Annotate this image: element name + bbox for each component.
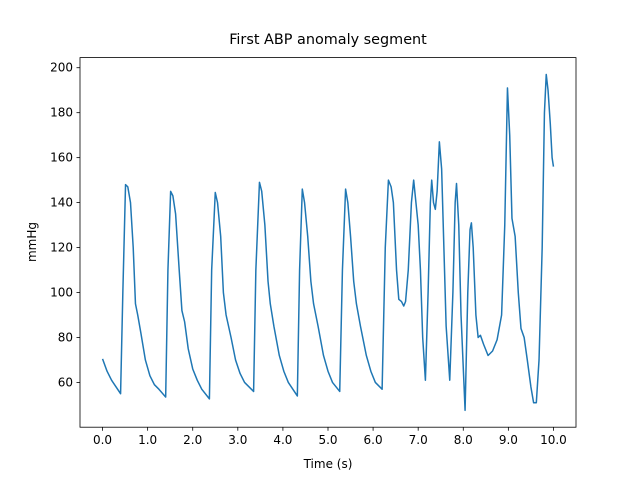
x-tick-label: 4.0 <box>273 433 292 447</box>
x-tick-label: 6.0 <box>364 433 383 447</box>
x-tick-label: 1.0 <box>138 433 157 447</box>
x-tick-label: 8.0 <box>454 433 473 447</box>
y-tick-label: 180 <box>50 106 73 120</box>
x-tick-label: 7.0 <box>409 433 428 447</box>
chart-title: First ABP anomaly segment <box>229 32 427 48</box>
y-tick-label: 160 <box>50 151 73 165</box>
y-tick-label: 120 <box>50 241 73 255</box>
x-tick-label: 3.0 <box>228 433 247 447</box>
x-tick-label: 0.0 <box>93 433 112 447</box>
x-tick-label: 5.0 <box>318 433 337 447</box>
y-tick-label: 100 <box>50 286 73 300</box>
x-tick-label: 2.0 <box>183 433 202 447</box>
y-axis-label: mmHg <box>25 222 39 262</box>
y-tick-label: 60 <box>58 375 73 389</box>
axes-frame <box>79 57 577 428</box>
y-tick-label: 140 <box>50 196 73 210</box>
x-tick-label: 9.0 <box>499 433 518 447</box>
x-axis-label: Time (s) <box>303 457 353 471</box>
y-tick-label: 200 <box>50 61 73 75</box>
y-tick-label: 80 <box>58 330 73 344</box>
x-tick-label: 10.0 <box>540 433 567 447</box>
data-line <box>101 73 555 412</box>
